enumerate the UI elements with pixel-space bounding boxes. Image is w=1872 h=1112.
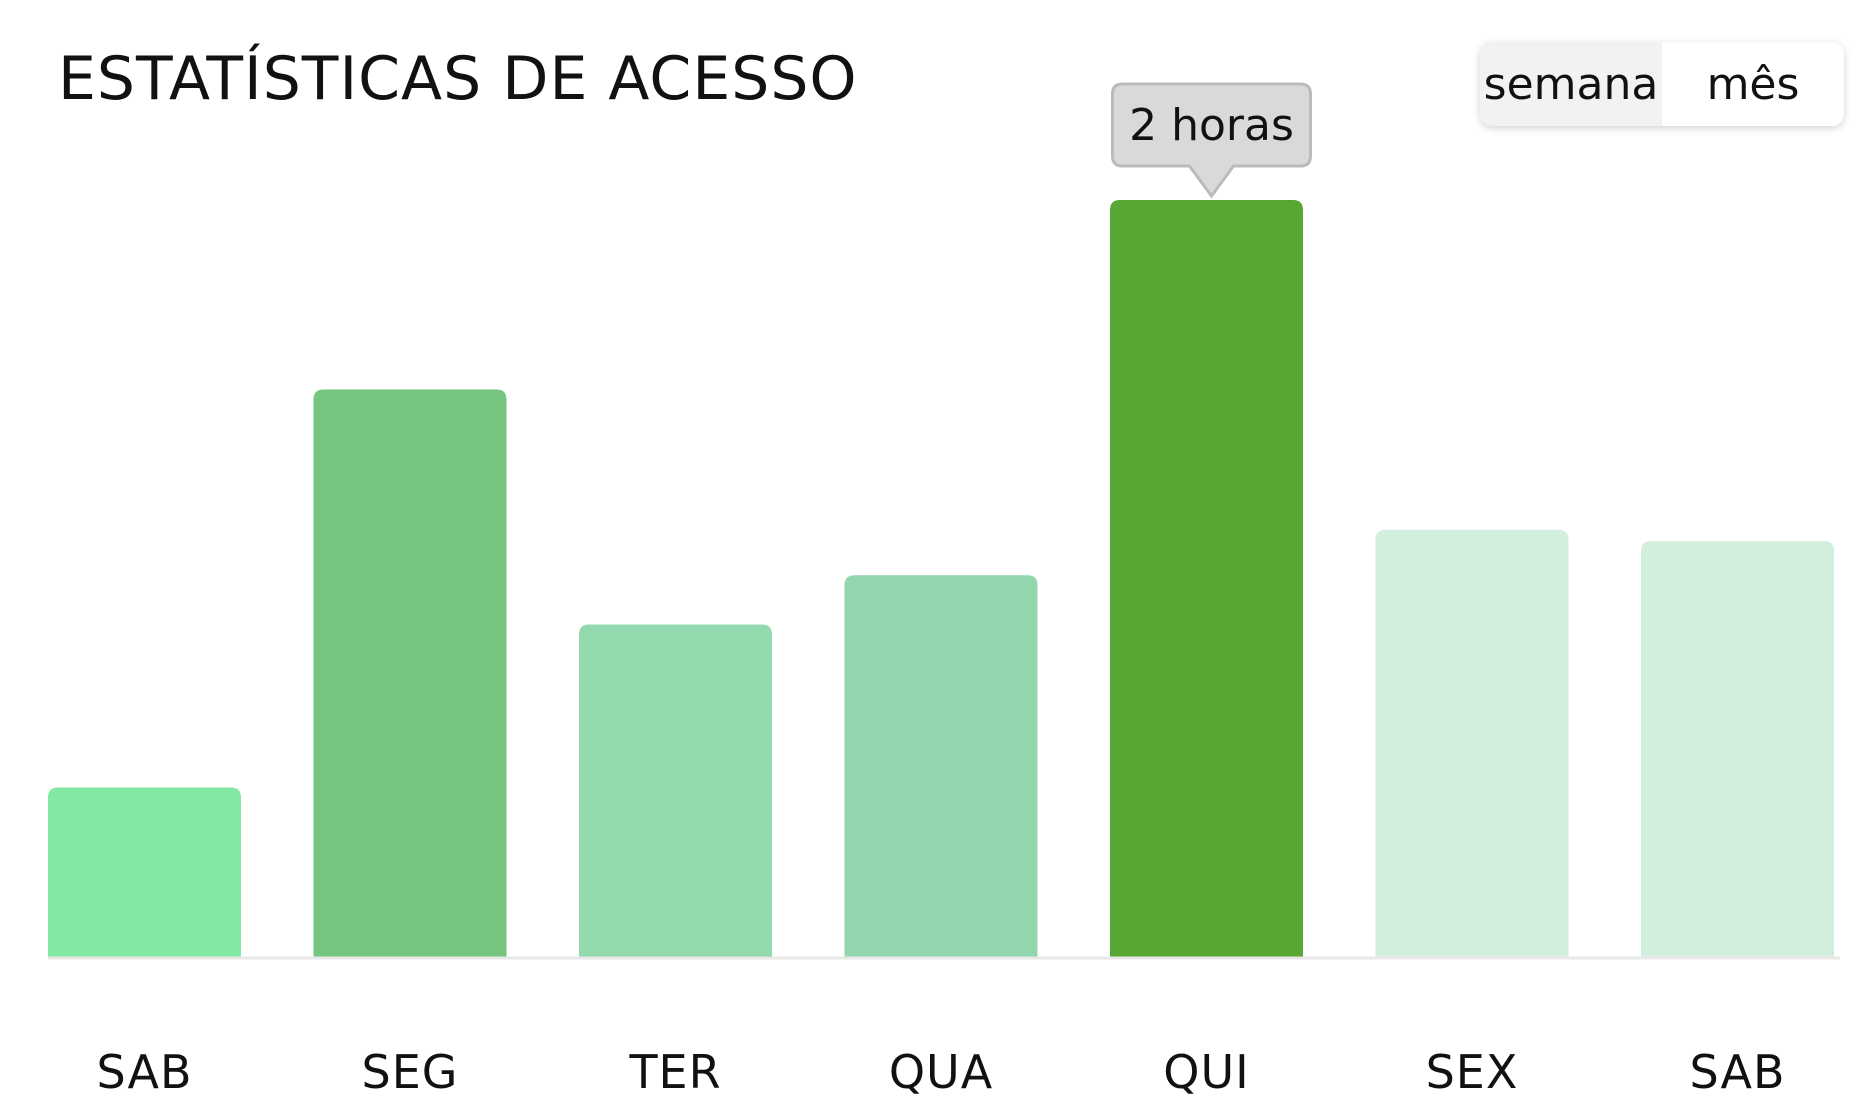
category-label: SEG bbox=[362, 1045, 459, 1099]
value-tooltip: 2 horas bbox=[1111, 82, 1312, 199]
period-toggle: semana mês bbox=[1480, 42, 1844, 126]
bar-ter-2[interactable] bbox=[579, 624, 772, 958]
bar-sex-5[interactable] bbox=[1375, 529, 1569, 958]
bar-qui-4[interactable] bbox=[1110, 200, 1303, 958]
category-label: QUI bbox=[1163, 1045, 1249, 1099]
chart-title: ESTATÍSTICAS DE ACESSO bbox=[58, 44, 858, 114]
tooltip-box bbox=[1111, 82, 1312, 199]
category-labels-group: SAB SEG TER QUA QUI SEX SAB bbox=[96, 1045, 1785, 1099]
category-label: SAB bbox=[96, 1045, 192, 1099]
category-label: QUA bbox=[889, 1045, 993, 1099]
bar-qua-3[interactable] bbox=[844, 575, 1038, 958]
category-label: SAB bbox=[1689, 1045, 1785, 1099]
bar-sab-6[interactable] bbox=[1641, 541, 1834, 958]
week-toggle-button[interactable]: semana bbox=[1480, 42, 1662, 126]
category-label: TER bbox=[628, 1045, 721, 1099]
bar-seg-1[interactable] bbox=[313, 389, 507, 959]
category-label: SEX bbox=[1426, 1045, 1519, 1099]
bars-group bbox=[48, 200, 1834, 958]
tooltip-text: 2 horas bbox=[1129, 100, 1294, 151]
bar-sab-0[interactable] bbox=[48, 787, 241, 958]
month-toggle-button[interactable]: mês bbox=[1662, 42, 1844, 126]
